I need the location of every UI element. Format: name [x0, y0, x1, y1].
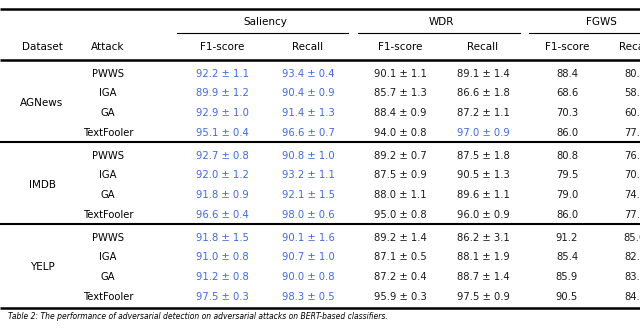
Text: 80.8: 80.8 — [556, 151, 578, 161]
Text: IMDB: IMDB — [29, 180, 56, 190]
Text: 83.3: 83.3 — [624, 272, 640, 282]
Text: 79.0: 79.0 — [556, 190, 578, 200]
Text: 91.0 ± 0.8: 91.0 ± 0.8 — [196, 252, 248, 263]
Text: 60.1: 60.1 — [624, 108, 640, 118]
Text: 86.0: 86.0 — [556, 128, 578, 138]
Text: 85.6: 85.6 — [624, 233, 640, 243]
Text: 89.2 ± 1.4: 89.2 ± 1.4 — [374, 233, 426, 243]
Text: AGNews: AGNews — [20, 98, 63, 108]
Text: 96.6 ± 0.7: 96.6 ± 0.7 — [282, 128, 335, 138]
Text: F1-score: F1-score — [378, 42, 422, 52]
Text: 91.2 ± 0.8: 91.2 ± 0.8 — [196, 272, 248, 282]
Text: 68.6: 68.6 — [556, 89, 578, 98]
Text: 92.2 ± 1.1: 92.2 ± 1.1 — [195, 69, 248, 79]
Text: 95.1 ± 0.4: 95.1 ± 0.4 — [196, 128, 248, 138]
Text: 70.3: 70.3 — [556, 108, 578, 118]
Text: 89.2 ± 0.7: 89.2 ± 0.7 — [374, 151, 426, 161]
Text: 86.0: 86.0 — [556, 210, 578, 219]
Text: 87.5 ± 1.8: 87.5 ± 1.8 — [456, 151, 509, 161]
Text: YELP: YELP — [29, 262, 54, 272]
Text: 82.8: 82.8 — [624, 252, 640, 263]
Text: 89.9 ± 1.2: 89.9 ± 1.2 — [196, 89, 248, 98]
Text: FGWS: FGWS — [586, 17, 616, 27]
Text: 90.1 ± 1.1: 90.1 ± 1.1 — [374, 69, 426, 79]
Text: 96.6 ± 0.4: 96.6 ± 0.4 — [196, 210, 248, 219]
Text: 92.7 ± 0.8: 92.7 ± 0.8 — [196, 151, 248, 161]
Text: IGA: IGA — [99, 89, 116, 98]
Text: 79.5: 79.5 — [556, 170, 578, 181]
Text: 90.8 ± 1.0: 90.8 ± 1.0 — [282, 151, 334, 161]
Text: 87.1 ± 0.5: 87.1 ± 0.5 — [374, 252, 426, 263]
Text: 86.2 ± 3.1: 86.2 ± 3.1 — [456, 233, 509, 243]
Text: 87.2 ± 0.4: 87.2 ± 0.4 — [374, 272, 426, 282]
Text: 85.9: 85.9 — [556, 272, 578, 282]
Text: 90.5: 90.5 — [556, 291, 578, 301]
Text: 90.0 ± 0.8: 90.0 ± 0.8 — [282, 272, 334, 282]
Text: GA: GA — [100, 108, 115, 118]
Text: 77.6: 77.6 — [624, 210, 640, 219]
Text: PWWS: PWWS — [92, 233, 124, 243]
Text: F1-score: F1-score — [200, 42, 244, 52]
Text: 87.5 ± 0.9: 87.5 ± 0.9 — [374, 170, 426, 181]
Text: PWWS: PWWS — [92, 69, 124, 79]
Text: 91.2: 91.2 — [556, 233, 578, 243]
Text: F1-score: F1-score — [545, 42, 589, 52]
Text: 95.9 ± 0.3: 95.9 ± 0.3 — [374, 291, 426, 301]
Text: 90.4 ± 0.9: 90.4 ± 0.9 — [282, 89, 334, 98]
Text: 91.4 ± 1.3: 91.4 ± 1.3 — [282, 108, 334, 118]
Text: IGA: IGA — [99, 170, 116, 181]
Text: 85.4: 85.4 — [556, 252, 578, 263]
Text: 98.0 ± 0.6: 98.0 ± 0.6 — [282, 210, 334, 219]
Text: 90.7 ± 1.0: 90.7 ± 1.0 — [282, 252, 334, 263]
Text: 91.8 ± 1.5: 91.8 ± 1.5 — [196, 233, 248, 243]
Text: Dataset: Dataset — [22, 42, 63, 52]
Text: 80.1: 80.1 — [624, 69, 640, 79]
Text: 90.5 ± 1.3: 90.5 ± 1.3 — [456, 170, 509, 181]
Text: TextFooler: TextFooler — [83, 210, 133, 219]
Text: 88.0 ± 1.1: 88.0 ± 1.1 — [374, 190, 426, 200]
Text: 97.5 ± 0.9: 97.5 ± 0.9 — [456, 291, 509, 301]
Text: 92.0 ± 1.2: 92.0 ± 1.2 — [196, 170, 248, 181]
Text: 88.1 ± 1.9: 88.1 ± 1.9 — [456, 252, 509, 263]
Text: 85.7 ± 1.3: 85.7 ± 1.3 — [374, 89, 426, 98]
Text: 88.4 ± 0.9: 88.4 ± 0.9 — [374, 108, 426, 118]
Text: 98.3 ± 0.5: 98.3 ± 0.5 — [282, 291, 334, 301]
Text: WDR: WDR — [429, 17, 454, 27]
Text: IGA: IGA — [99, 252, 116, 263]
Text: 86.6 ± 1.8: 86.6 ± 1.8 — [456, 89, 509, 98]
Text: 89.6 ± 1.1: 89.6 ± 1.1 — [456, 190, 509, 200]
Text: 91.8 ± 0.9: 91.8 ± 0.9 — [196, 190, 248, 200]
Text: 97.0 ± 0.9: 97.0 ± 0.9 — [456, 128, 509, 138]
Text: 88.4: 88.4 — [556, 69, 578, 79]
Text: Saliency: Saliency — [243, 17, 287, 27]
Text: 76.7: 76.7 — [624, 151, 640, 161]
Text: 89.1 ± 1.4: 89.1 ± 1.4 — [456, 69, 509, 79]
Text: Table 2: The performance of adversarial detection on adversarial attacks on BERT: Table 2: The performance of adversarial … — [8, 312, 388, 321]
Text: 92.9 ± 1.0: 92.9 ± 1.0 — [196, 108, 248, 118]
Text: Recall: Recall — [620, 42, 640, 52]
Text: 77.6: 77.6 — [624, 128, 640, 138]
Text: 97.5 ± 0.3: 97.5 ± 0.3 — [196, 291, 248, 301]
Text: 95.0 ± 0.8: 95.0 ± 0.8 — [374, 210, 426, 219]
Text: Recall: Recall — [467, 42, 499, 52]
Text: Recall: Recall — [292, 42, 324, 52]
Text: 58.3: 58.3 — [624, 89, 640, 98]
Text: GA: GA — [100, 272, 115, 282]
Text: TextFooler: TextFooler — [83, 128, 133, 138]
Text: 92.1 ± 1.5: 92.1 ± 1.5 — [282, 190, 335, 200]
Text: 74.2: 74.2 — [624, 190, 640, 200]
Text: 84.2: 84.2 — [624, 291, 640, 301]
Text: 70.1: 70.1 — [624, 170, 640, 181]
Text: Attack: Attack — [92, 42, 125, 52]
Text: 93.2 ± 1.1: 93.2 ± 1.1 — [282, 170, 335, 181]
Text: 88.7 ± 1.4: 88.7 ± 1.4 — [457, 272, 509, 282]
Text: 94.0 ± 0.8: 94.0 ± 0.8 — [374, 128, 426, 138]
Text: 87.2 ± 1.1: 87.2 ± 1.1 — [456, 108, 509, 118]
Text: GA: GA — [100, 190, 115, 200]
Text: 96.0 ± 0.9: 96.0 ± 0.9 — [456, 210, 509, 219]
Text: PWWS: PWWS — [92, 151, 124, 161]
Text: 90.1 ± 1.6: 90.1 ± 1.6 — [282, 233, 335, 243]
Text: TextFooler: TextFooler — [83, 291, 133, 301]
Text: 93.4 ± 0.4: 93.4 ± 0.4 — [282, 69, 334, 79]
